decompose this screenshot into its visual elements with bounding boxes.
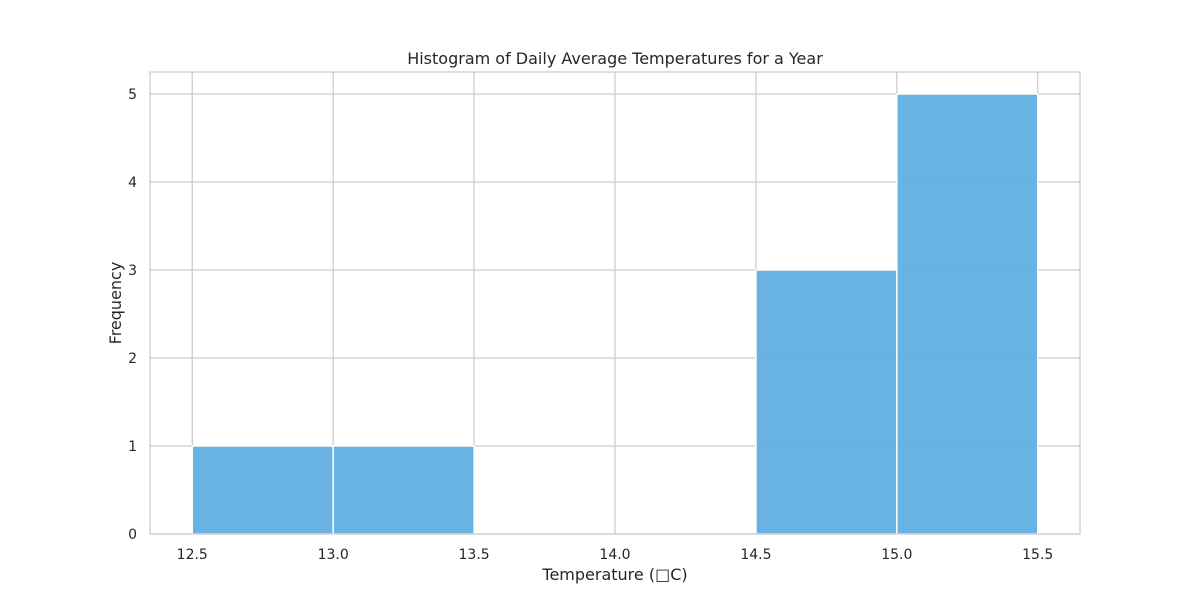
x-tick-label: 14.5 xyxy=(740,547,771,563)
plot-frame xyxy=(149,71,1081,535)
histogram-bar xyxy=(332,445,475,535)
x-tick-label: 14.0 xyxy=(599,547,630,563)
y-tick-label: 0 xyxy=(128,527,137,543)
chart-title: Histogram of Daily Average Temperatures … xyxy=(407,49,823,68)
x-tick-label: 13.5 xyxy=(459,547,490,563)
y-tick-labels: 0 1 2 3 4 5 xyxy=(128,87,137,543)
histogram-bar xyxy=(191,445,334,535)
y-tick-label: 4 xyxy=(128,175,137,191)
x-tick-label: 15.5 xyxy=(1022,547,1053,563)
y-tick-label: 3 xyxy=(128,263,137,279)
histogram-bars xyxy=(191,93,1039,535)
x-axis-label: Temperature (□C) xyxy=(541,565,687,584)
y-tick-label: 5 xyxy=(128,87,137,103)
histogram-bar xyxy=(896,93,1039,535)
y-tick-label: 2 xyxy=(128,351,137,367)
y-axis-label: Frequency xyxy=(106,262,125,345)
x-tick-label: 12.5 xyxy=(177,547,208,563)
x-tick-label: 13.0 xyxy=(318,547,349,563)
histogram-bar xyxy=(755,269,898,535)
y-tick-label: 1 xyxy=(128,439,137,455)
x-tick-labels: 12.5 13.0 13.5 14.0 14.5 15.0 15.5 xyxy=(177,547,1054,563)
x-tick-label: 15.0 xyxy=(881,547,912,563)
